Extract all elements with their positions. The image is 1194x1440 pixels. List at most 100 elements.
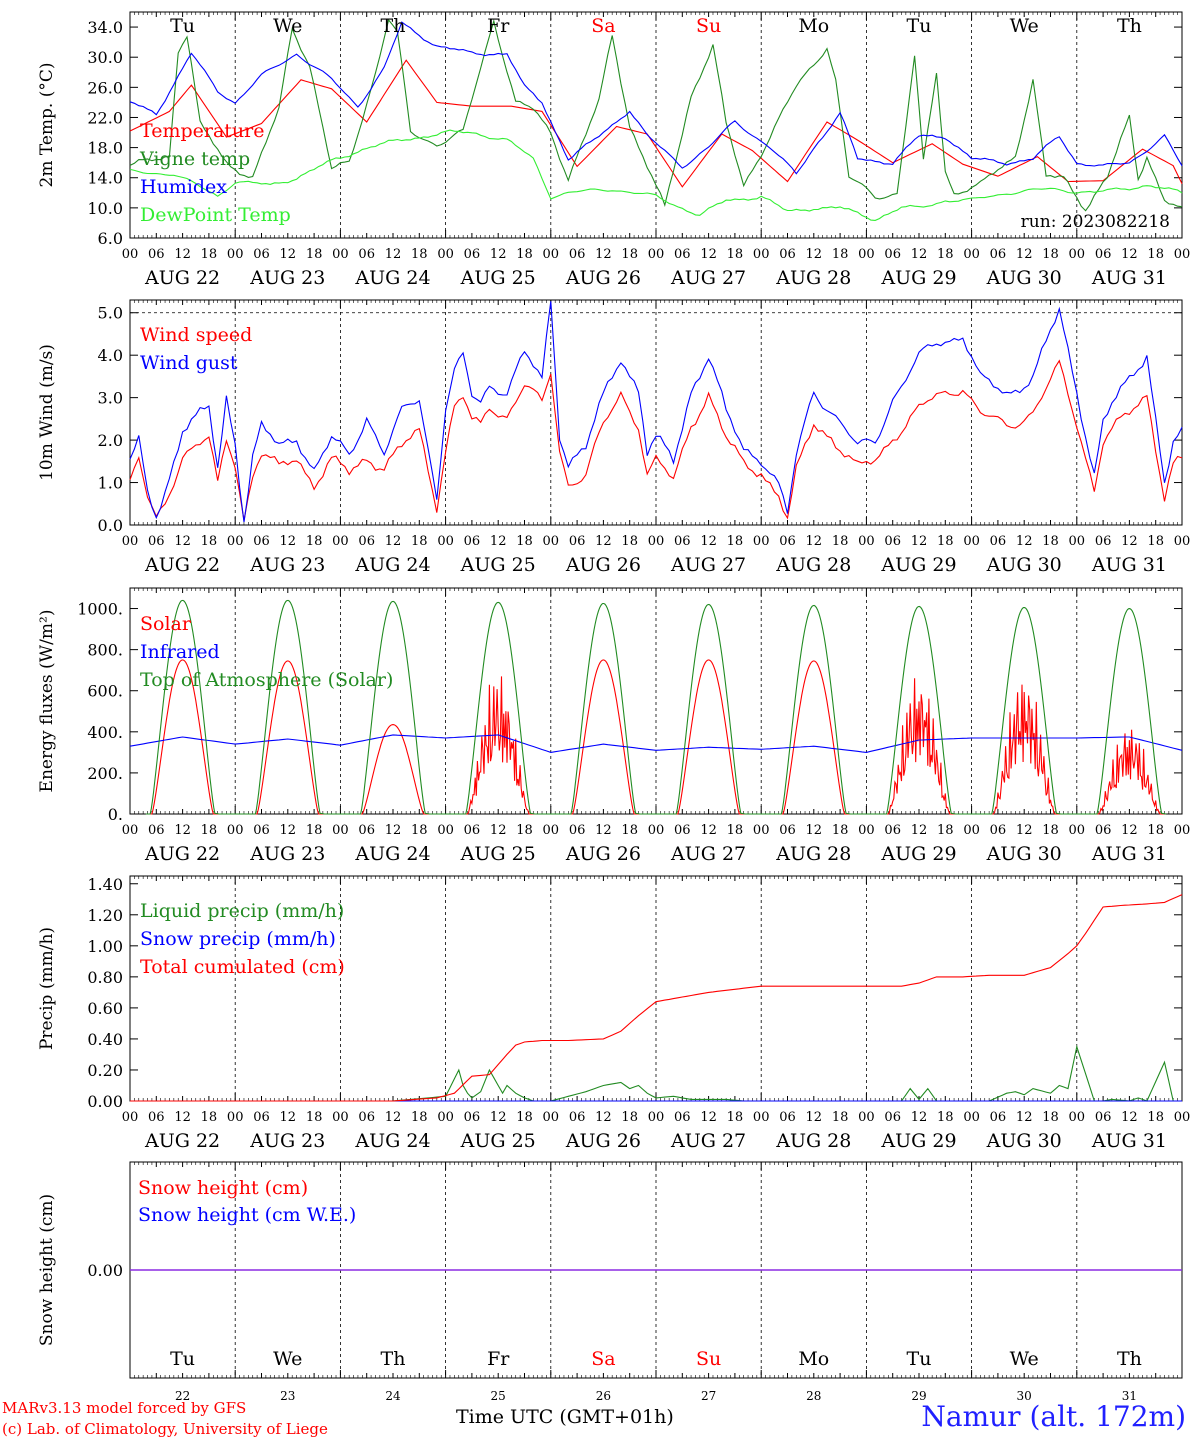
- y-tick-label: 0.0: [98, 516, 123, 535]
- date-label: AUG 31: [1091, 267, 1167, 289]
- series-line: [129, 59, 1183, 188]
- weekday-label: Sa: [591, 1348, 615, 1370]
- date-label: AUG 28: [775, 267, 851, 289]
- hour-tick-label: 00: [963, 823, 980, 838]
- hour-tick-label: 18: [727, 823, 744, 838]
- hour-tick-label: 12: [1016, 534, 1033, 549]
- weekday-label: Su: [696, 1348, 721, 1370]
- weekday-label: Mo: [798, 15, 829, 37]
- hour-tick-label: 18: [306, 823, 323, 838]
- hour-tick-label: 12: [700, 1110, 717, 1125]
- hour-tick-label: 06: [569, 247, 586, 262]
- legend-entry: Liquid precip (mm/h): [140, 900, 344, 922]
- hour-tick-label: 00: [1069, 534, 1086, 549]
- hour-tick-label: 06: [569, 534, 586, 549]
- hour-tick-label: 12: [385, 823, 402, 838]
- hour-tick-label: 12: [174, 823, 191, 838]
- hour-tick-label: 18: [1042, 247, 1059, 262]
- hour-tick-label: 12: [595, 247, 612, 262]
- hour-tick-label: 18: [937, 823, 954, 838]
- legend-entry: Snow height (cm W.E.): [138, 1204, 356, 1226]
- weekday-label: Th: [1117, 1348, 1142, 1370]
- hour-tick-label: 12: [700, 247, 717, 262]
- hour-tick-label: 06: [464, 247, 481, 262]
- date-label: AUG 31: [1091, 843, 1167, 865]
- date-label: AUG 29: [880, 843, 956, 865]
- hour-tick-label: 06: [358, 823, 375, 838]
- station-label: Namur (alt. 172m): [921, 1400, 1186, 1433]
- hour-tick-label: 06: [358, 247, 375, 262]
- hour-tick-label: 06: [1095, 823, 1112, 838]
- hour-tick-label: 12: [911, 247, 928, 262]
- hour-tick-label: 06: [1095, 1110, 1112, 1125]
- date-label: AUG 24: [354, 1130, 430, 1152]
- hour-tick-label: 06: [1095, 534, 1112, 549]
- y-tick-label: 1.0: [98, 474, 123, 493]
- y-tick-label: 14.0: [87, 169, 123, 188]
- weekday-label: Th: [1117, 15, 1142, 37]
- y-tick-label: 1.00: [87, 937, 123, 956]
- hour-tick-label: 00: [1174, 823, 1191, 838]
- hour-tick-label: 12: [595, 534, 612, 549]
- hour-tick-label: 00: [437, 1110, 454, 1125]
- hour-tick-label: 18: [1042, 1110, 1059, 1125]
- y-tick-label: 0.: [108, 805, 123, 824]
- legend-entry: Temperature: [140, 120, 264, 142]
- hour-tick-label: 18: [621, 534, 638, 549]
- weekday-label: We: [1010, 15, 1039, 37]
- date-label: AUG 23: [249, 554, 325, 576]
- hour-tick-label: 12: [595, 823, 612, 838]
- hour-tick-label: 18: [937, 534, 954, 549]
- y-tick-label: 200.: [87, 764, 123, 783]
- date-label: AUG 28: [775, 843, 851, 865]
- y-tick-label: 0.20: [87, 1061, 123, 1080]
- hour-tick-label: 12: [1016, 247, 1033, 262]
- y-axis-label: Precip (mm/h): [37, 927, 57, 1050]
- date-label: AUG 31: [1091, 1130, 1167, 1152]
- date-label: AUG 22: [144, 554, 220, 576]
- series-line: [129, 734, 1183, 753]
- hour-tick-label: 00: [648, 247, 665, 262]
- date-label: AUG 28: [775, 1130, 851, 1152]
- hour-tick-label: 06: [148, 247, 165, 262]
- hour-tick-label: 18: [727, 534, 744, 549]
- legend-entry: Total cumulated (cm): [140, 956, 345, 978]
- hour-tick-label: 18: [306, 534, 323, 549]
- weekday-label: Th: [381, 15, 406, 37]
- date-label: AUG 25: [460, 554, 536, 576]
- date-label: AUG 23: [249, 843, 325, 865]
- hour-tick-label: 18: [727, 1110, 744, 1125]
- hour-tick-label: 00: [1174, 247, 1191, 262]
- date-label: AUG 29: [880, 267, 956, 289]
- hour-tick-label: 12: [911, 823, 928, 838]
- hour-tick-label: 00: [437, 534, 454, 549]
- hour-tick-label: 12: [806, 534, 823, 549]
- hour-tick-label: 00: [227, 534, 244, 549]
- hour-tick-label: 12: [700, 823, 717, 838]
- hour-tick-label: 00: [332, 534, 349, 549]
- hour-tick-label: 12: [806, 1110, 823, 1125]
- hour-tick-label: 06: [990, 823, 1007, 838]
- y-tick-label: 0.00: [87, 1261, 123, 1280]
- weekday-label: We: [273, 1348, 302, 1370]
- hour-tick-label: 12: [911, 1110, 928, 1125]
- hour-tick-label: 00: [648, 823, 665, 838]
- legend-entry: Wind gust: [140, 352, 238, 374]
- series-line: [129, 129, 1183, 221]
- legend-entry: DewPoint Temp: [140, 204, 291, 226]
- date-label: AUG 26: [565, 554, 641, 576]
- legend-entry: Solar: [140, 613, 192, 635]
- weekday-label: Fr: [487, 1348, 510, 1370]
- hour-tick-label: 18: [937, 1110, 954, 1125]
- hour-tick-label: 00: [332, 823, 349, 838]
- hour-tick-label: 00: [437, 823, 454, 838]
- hour-tick-label: 06: [148, 823, 165, 838]
- hour-tick-label: 00: [963, 1110, 980, 1125]
- lab-credit: (c) Lab. of Climatology, University of L…: [2, 1420, 328, 1438]
- date-label: AUG 28: [775, 554, 851, 576]
- panel-1: [129, 11, 1183, 239]
- hour-tick-label: 12: [700, 534, 717, 549]
- date-label: AUG 29: [880, 554, 956, 576]
- hour-tick-label: 18: [201, 534, 218, 549]
- series-line: [130, 894, 1183, 1102]
